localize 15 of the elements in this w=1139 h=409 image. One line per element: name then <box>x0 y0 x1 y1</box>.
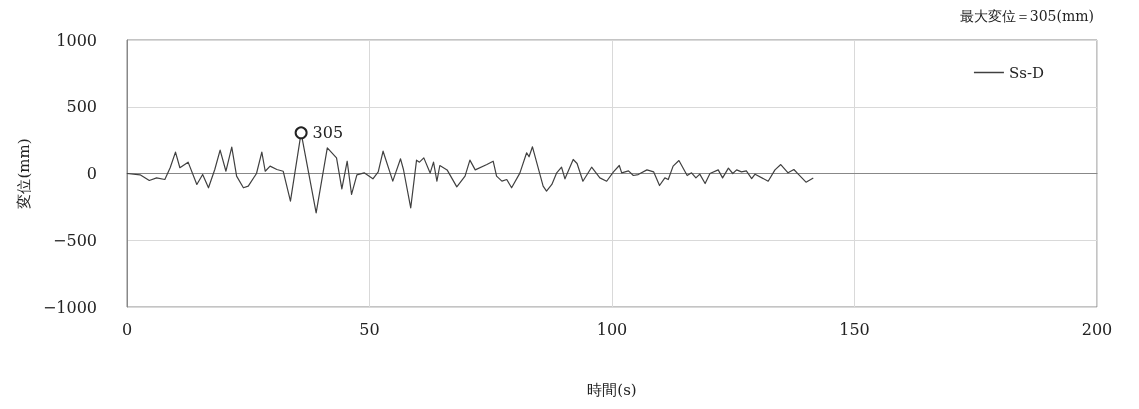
y-axis-title: 変位(mm) <box>15 138 34 209</box>
y-tick-label: 1000 <box>56 30 97 50</box>
y-tick-label: −1000 <box>42 297 97 317</box>
y-tick-label: −500 <box>53 230 97 250</box>
y-tick-label: 0 <box>86 164 97 183</box>
x-tick-label: 150 <box>839 319 870 339</box>
annotation: 305 <box>312 123 344 143</box>
chart-title: 最大変位＝305(mm) <box>959 8 1095 24</box>
x-tick-label: 50 <box>359 319 380 339</box>
x-tick-label: 100 <box>596 319 628 339</box>
x-tick-label: 200 <box>1081 319 1113 339</box>
x-axis-title: 時間(s) <box>587 380 637 399</box>
y-tick-label: 500 <box>66 97 97 117</box>
x-tick-label: 0 <box>121 319 133 339</box>
legend-label: Ss-D <box>1008 63 1045 82</box>
